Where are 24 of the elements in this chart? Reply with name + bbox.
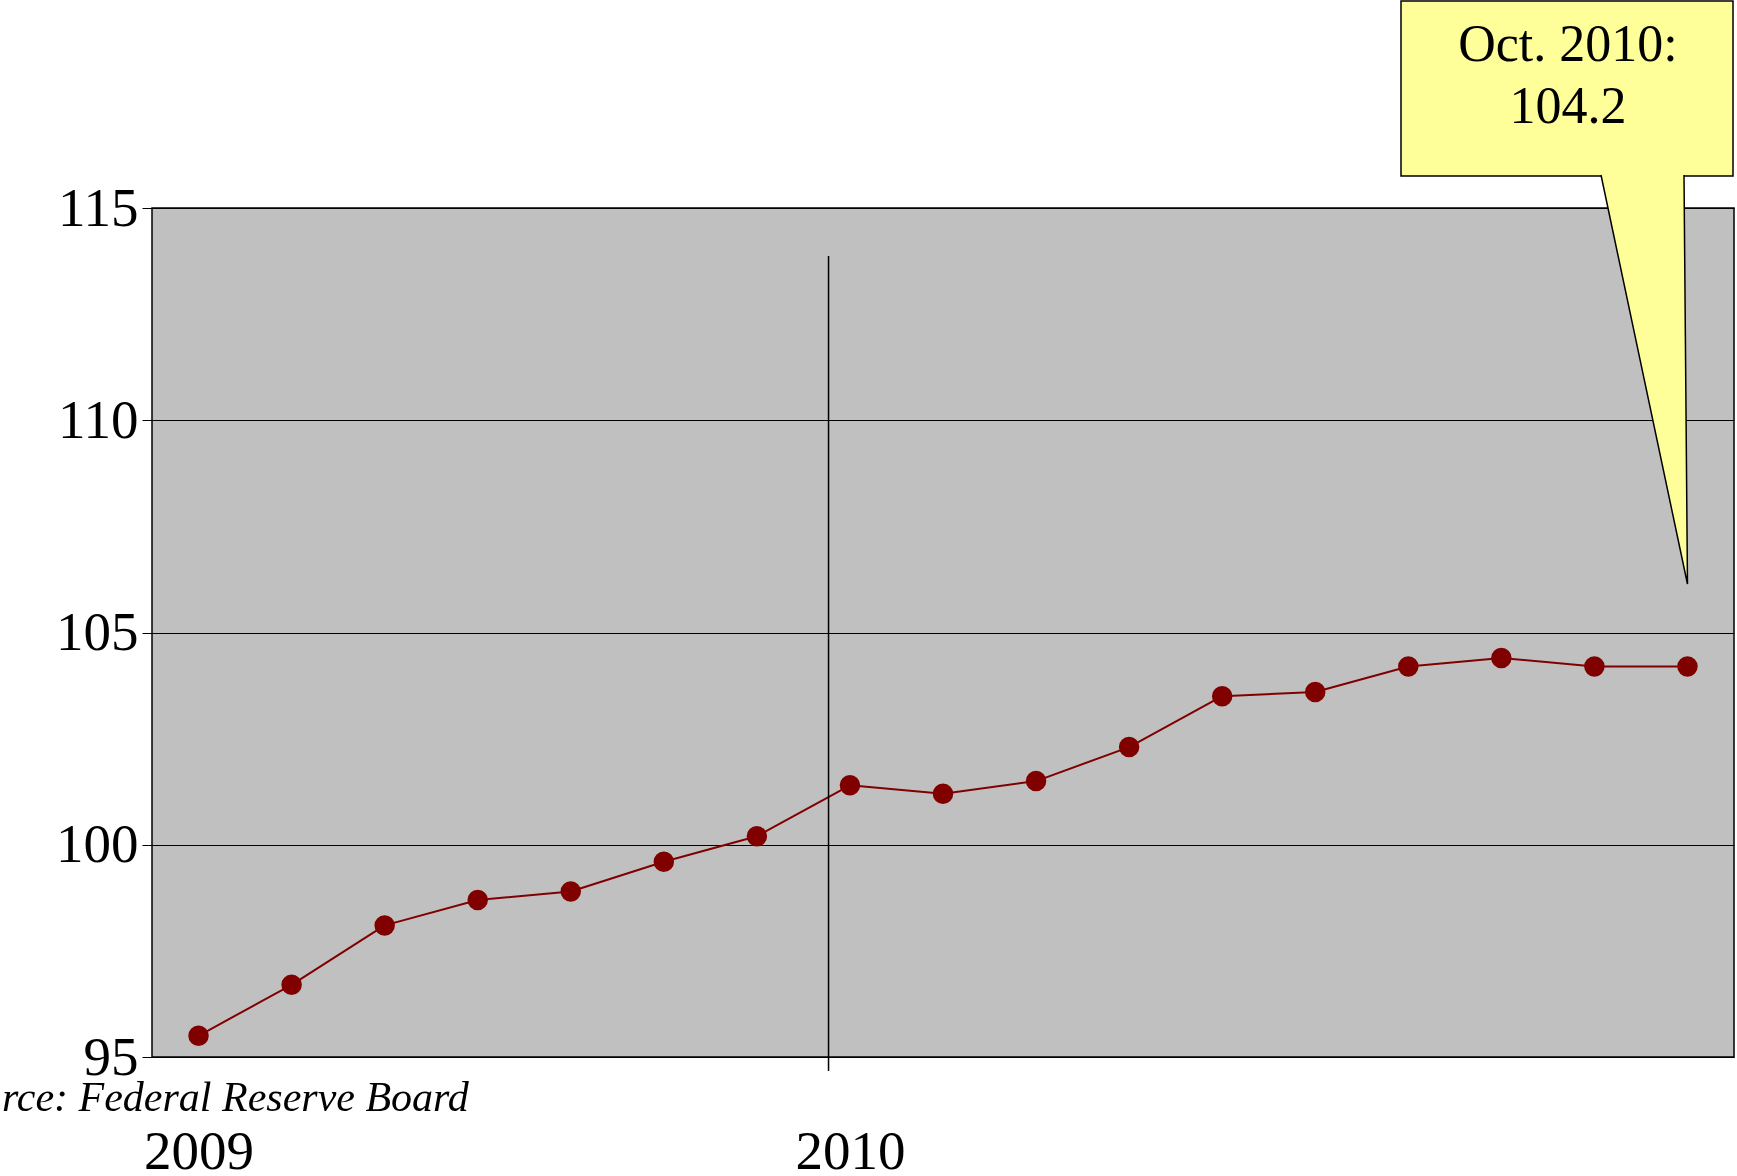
- point: [1118, 736, 1140, 758]
- point: [932, 783, 954, 805]
- point: [374, 915, 395, 936]
- text: Oct. 2010: 104.2: [1458, 15, 1678, 134]
- point: [839, 775, 861, 796]
- point: [281, 974, 302, 996]
- y-tick-label: 115: [58, 176, 139, 238]
- x-tick-label: 2009: [144, 1119, 255, 1176]
- point: [1398, 656, 1419, 677]
- point: [1491, 647, 1512, 669]
- point: [653, 851, 675, 872]
- point: [1304, 681, 1326, 703]
- y-tick-label: 105: [56, 601, 139, 662]
- point: [560, 881, 582, 902]
- point: [1677, 656, 1698, 677]
- point: [1584, 656, 1605, 677]
- x-tick-label: 2010: [795, 1119, 906, 1176]
- point: [188, 1025, 209, 1046]
- point: [467, 889, 488, 911]
- point: [1025, 770, 1047, 792]
- y-tick-label: 110: [58, 388, 139, 450]
- y-tick-label: 100: [56, 813, 139, 875]
- point: [1211, 685, 1233, 707]
- point: [746, 826, 768, 847]
